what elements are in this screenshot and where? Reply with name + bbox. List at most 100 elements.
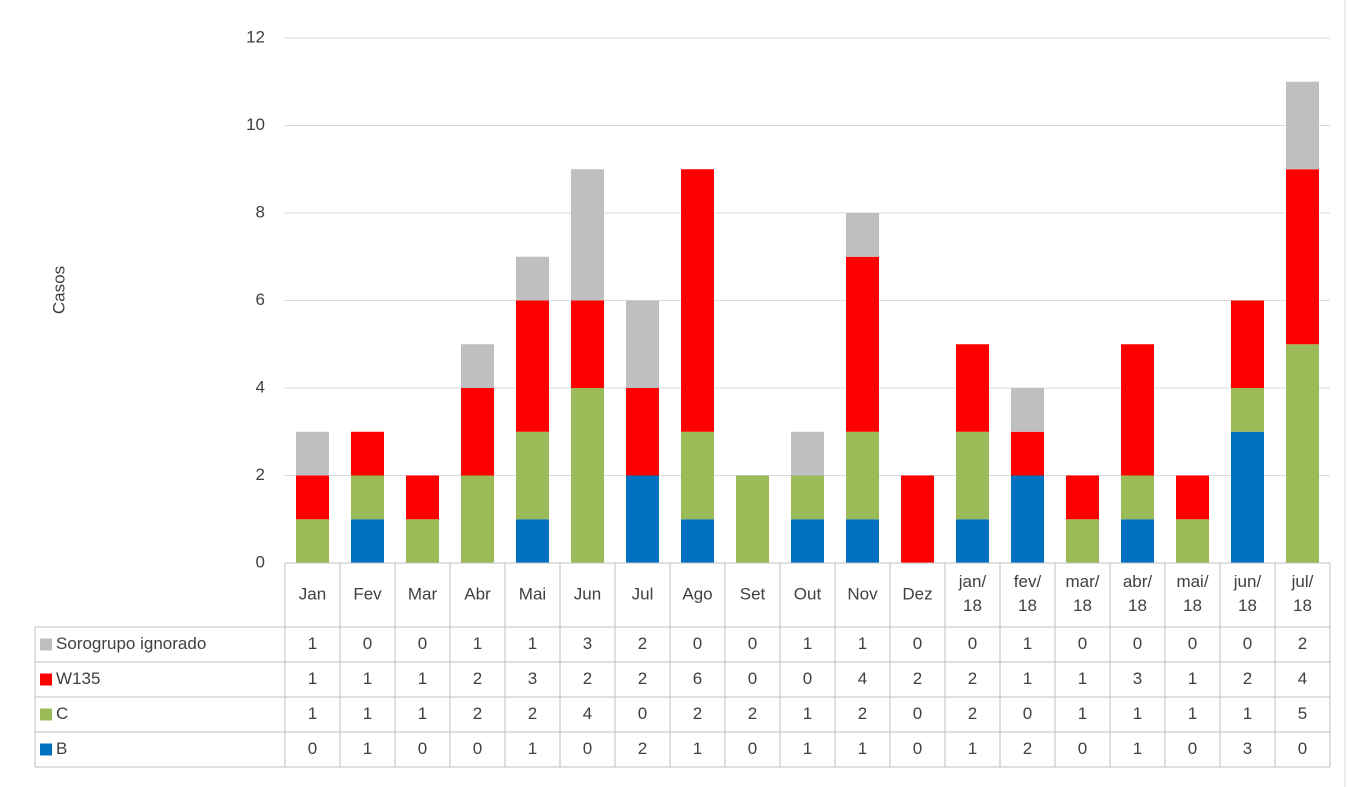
bar-segment (626, 475, 659, 563)
bar-segment (461, 475, 494, 563)
table-value: 1 (308, 634, 317, 653)
x-tick-label: Jan (299, 584, 326, 603)
legend-swatch (40, 708, 52, 721)
bar-segment (956, 431, 989, 520)
table-value: 0 (1188, 739, 1197, 758)
bar-segment (1011, 431, 1044, 476)
table-value: 0 (693, 634, 702, 653)
table-value: 3 (1133, 669, 1142, 688)
table-value: 0 (748, 634, 757, 653)
bar-segment (1176, 475, 1209, 520)
x-tick-label: Mar (408, 584, 438, 603)
y-axis-label: Casos (49, 266, 68, 314)
bar-segment (1286, 81, 1319, 170)
bar-segment (461, 388, 494, 476)
x-tick-label: Jul (632, 584, 654, 603)
table-value: 0 (968, 634, 977, 653)
bar-segment (846, 256, 879, 432)
table-value: 2 (473, 669, 482, 688)
table-value: 0 (748, 669, 757, 688)
bar-segment (956, 519, 989, 563)
table-value: 0 (1133, 634, 1142, 653)
table-value: 0 (1298, 739, 1307, 758)
bar-segment (516, 519, 549, 563)
table-value: 0 (473, 739, 482, 758)
legend-label: Sorogrupo ignorado (56, 634, 206, 653)
y-tick-label: 2 (256, 465, 265, 484)
table-value: 0 (1023, 704, 1032, 723)
table-value: 2 (638, 634, 647, 653)
table-value: 3 (528, 669, 537, 688)
table-value: 0 (913, 704, 922, 723)
y-tick-label: 12 (246, 27, 265, 46)
table-value: 0 (418, 739, 427, 758)
bar-segment (626, 388, 659, 476)
x-tick-label: Out (794, 584, 822, 603)
table-value: 1 (418, 669, 427, 688)
bar-segment (351, 519, 384, 563)
table-value: 2 (638, 739, 647, 758)
bar-segment (681, 519, 714, 563)
x-tick-label: Ago (682, 584, 712, 603)
bar-segment (571, 169, 604, 301)
x-tick-label: Set (740, 584, 766, 603)
x-tick-label: Fev (353, 584, 382, 603)
table-value: 1 (473, 634, 482, 653)
bar-segment (296, 431, 329, 476)
x-tick-label: Mai (519, 584, 546, 603)
bar-segment (351, 475, 384, 520)
table-value: 0 (1078, 739, 1087, 758)
table-value: 0 (913, 634, 922, 653)
bar-segment (791, 431, 824, 476)
table-value: 1 (1133, 739, 1142, 758)
bar-segment (846, 519, 879, 563)
x-tick-label: mar/18 (1066, 572, 1100, 615)
table-value: 1 (363, 669, 372, 688)
bar-segment (1066, 475, 1099, 520)
legend-swatch (40, 743, 52, 756)
table-value: 3 (583, 634, 592, 653)
table-value: 2 (748, 704, 757, 723)
y-tick-label: 8 (256, 202, 265, 221)
legend-label: W135 (56, 669, 100, 688)
x-tick-label: abr/18 (1123, 572, 1153, 615)
table-value: 0 (363, 634, 372, 653)
bar-segment (516, 256, 549, 301)
table-value: 1 (418, 704, 427, 723)
table-value: 1 (1023, 634, 1032, 653)
table-value: 5 (1298, 704, 1307, 723)
table-value: 1 (363, 704, 372, 723)
bar-segment (406, 519, 439, 563)
table-value: 3 (1243, 739, 1252, 758)
x-tick-label: Dez (902, 584, 932, 603)
table-value: 1 (693, 739, 702, 758)
bar-segment (1121, 519, 1154, 563)
x-tick-label: jan/18 (958, 572, 987, 615)
bar-segment (516, 300, 549, 432)
table-value: 2 (913, 669, 922, 688)
legend-label: B (56, 739, 67, 758)
table-value: 2 (638, 669, 647, 688)
bar-segment (351, 431, 384, 476)
bar-segment (1011, 388, 1044, 432)
x-tick-label: jul/18 (1291, 572, 1314, 615)
table-value: 2 (1023, 739, 1032, 758)
legend-swatch (40, 638, 52, 651)
table-value: 1 (1023, 669, 1032, 688)
x-tick-label: Abr (464, 584, 491, 603)
bar-segment (736, 475, 769, 563)
table-value: 1 (1133, 704, 1142, 723)
table-value: 0 (418, 634, 427, 653)
table-value: 1 (1188, 669, 1197, 688)
bar-segment (681, 169, 714, 432)
y-tick-label: 6 (256, 290, 265, 309)
table-value: 4 (1298, 669, 1307, 688)
bar-segment (901, 475, 934, 563)
y-tick-label: 10 (246, 115, 265, 134)
x-tick-label: Nov (847, 584, 878, 603)
table-value: 1 (968, 739, 977, 758)
table-value: 0 (1188, 634, 1197, 653)
table-value: 0 (803, 669, 812, 688)
bar-segment (846, 431, 879, 520)
bar-segment (791, 475, 824, 520)
